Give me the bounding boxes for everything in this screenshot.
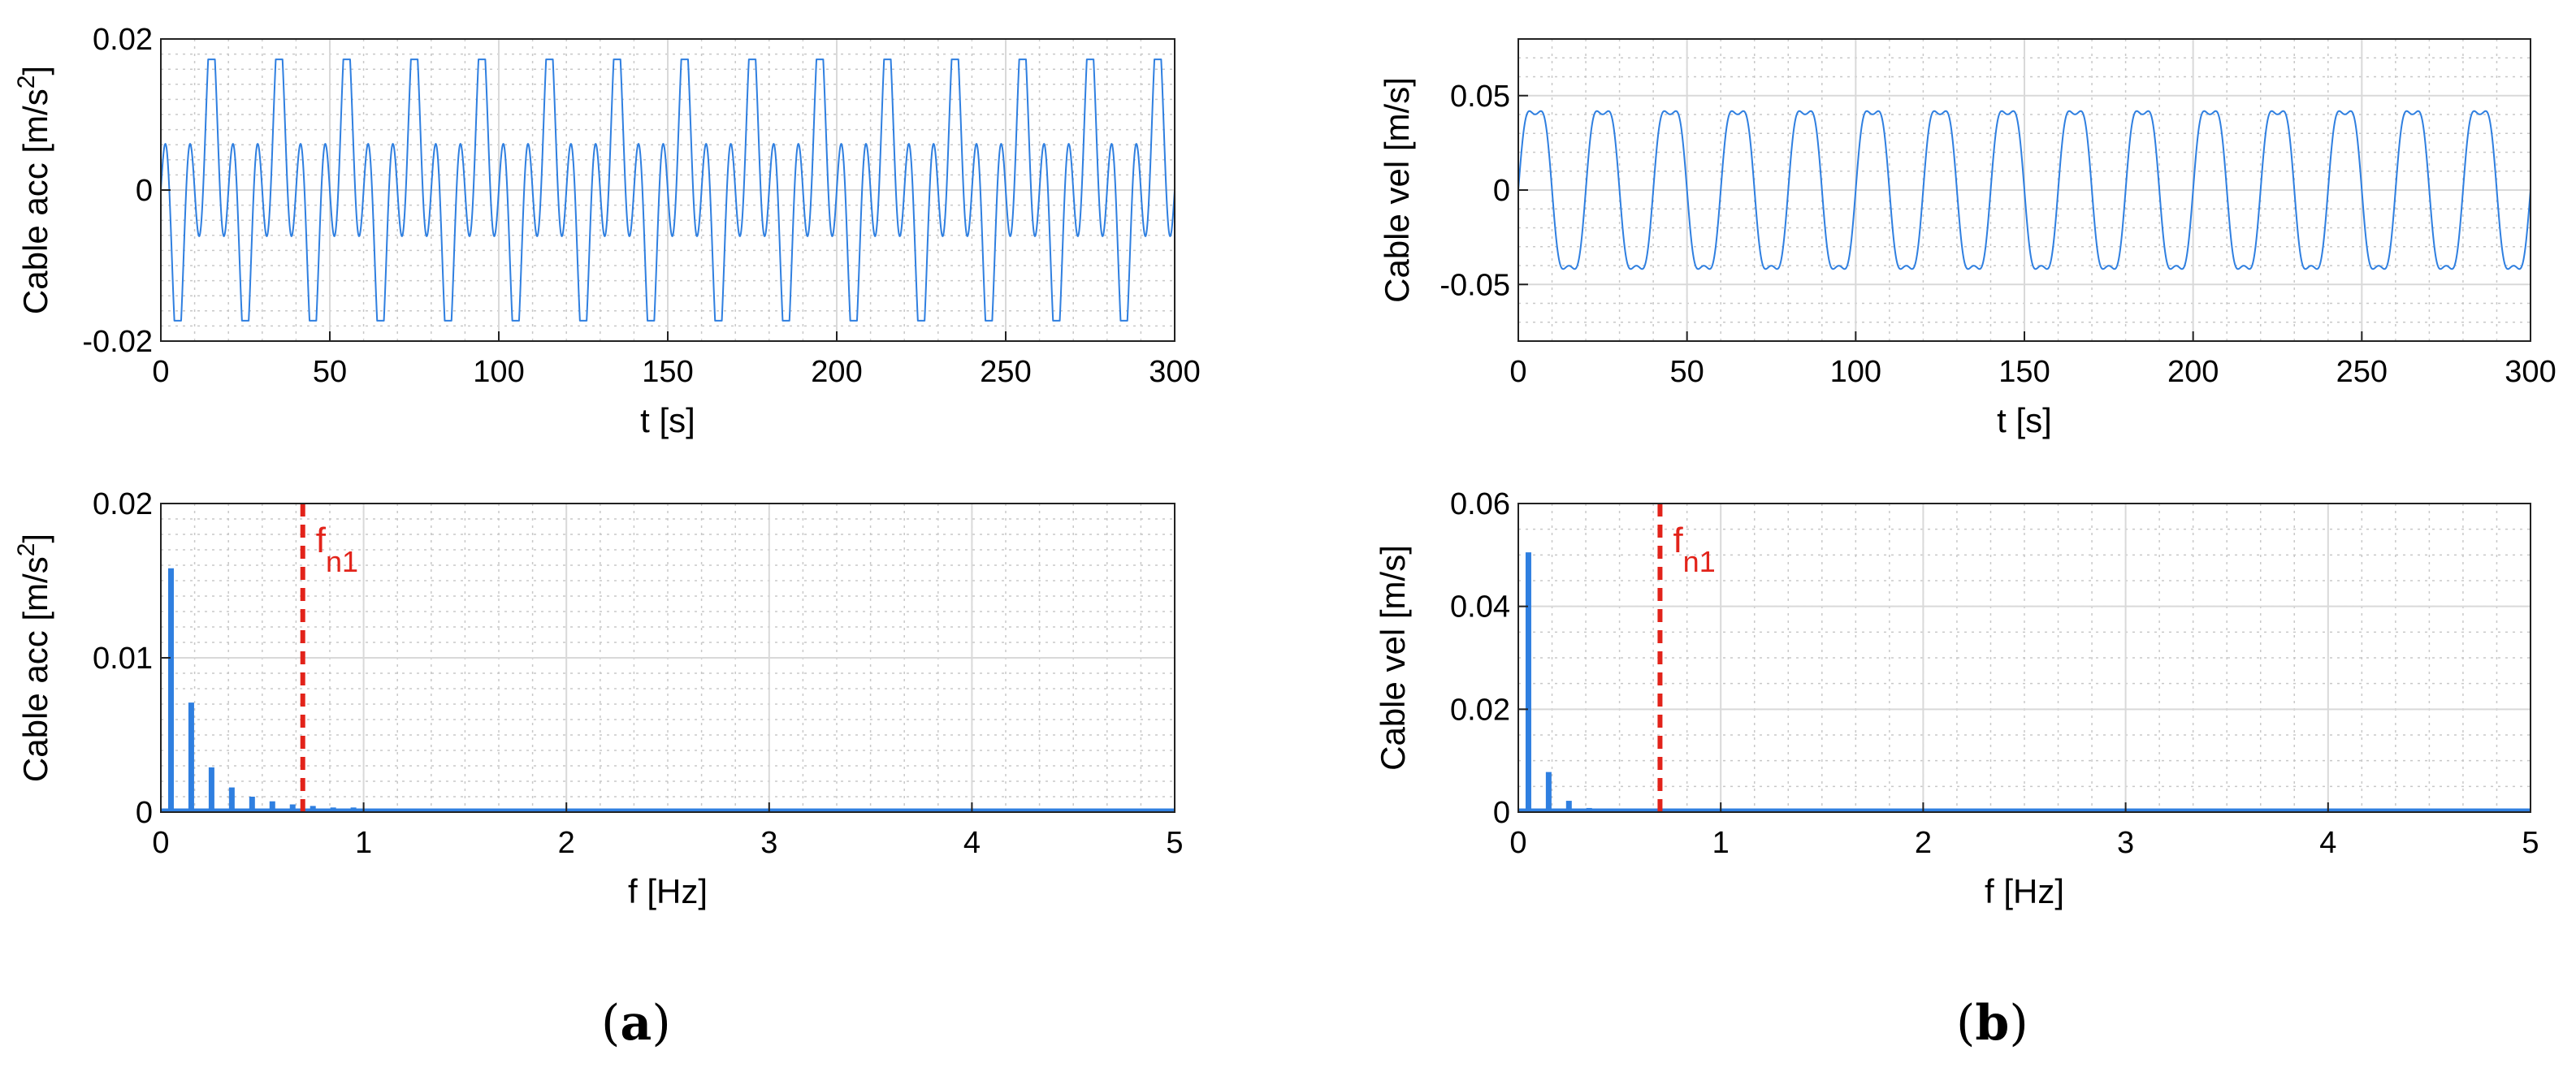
x-tick-label: 0 [1509, 355, 1526, 389]
series-a-top [160, 58, 1175, 322]
y-tick-label: 0.02 [93, 23, 153, 57]
natural-frequency-label-sub: n1 [1683, 545, 1716, 578]
x-tick-label: 300 [1149, 355, 1200, 389]
y-axis-label: Cable acc [m/s2] [13, 534, 54, 782]
natural-frequency-label: fn1 [1673, 521, 1715, 578]
y-tick-label: 0 [136, 174, 153, 208]
x-tick-label: 5 [1166, 826, 1183, 860]
x-tick-label: 50 [1670, 355, 1704, 389]
natural-frequency-label-sub: n1 [326, 545, 358, 578]
x-tick-label: 300 [2505, 355, 2556, 389]
x-tick-label: 5 [2522, 826, 2539, 860]
x-tick-label: 2 [558, 826, 575, 860]
y-axis-label-end: ] [16, 66, 54, 76]
x-tick-label: 4 [963, 826, 981, 860]
y-axis-label-main: Cable acc [m/s [16, 89, 54, 314]
y-axis-label-end: ] [16, 534, 54, 543]
x-tick-label: 2 [1915, 826, 1932, 860]
panel-label-b-open: ( [1956, 995, 1976, 1052]
y-axis-label: Cable acc [m/s2] [13, 66, 54, 314]
y-tick-label: 0.02 [93, 487, 153, 521]
x-axis-label: f [Hz] [628, 872, 708, 910]
panel-label-b-letter: b [1975, 995, 2010, 1052]
y-axis-label-main: Cable acc [m/s [16, 556, 54, 782]
x-tick-label: 0 [152, 355, 169, 389]
natural-frequency-label: fn1 [316, 521, 358, 578]
y-axis-label-sup: 2 [13, 543, 40, 557]
x-axis-label: t [s] [1997, 401, 2052, 439]
ticks-a-bottom: 0 1 2 3 4 5 0 0.01 0.02 [93, 487, 1184, 860]
chart-b-bottom: fn1 0 1 2 3 4 5 0 0.02 0.04 0.06 f [Hz] Cable vel [m… [1374, 487, 2539, 910]
natural-frequency-label-main: f [316, 521, 327, 560]
y-tick-label: -0.02 [82, 325, 153, 359]
x-tick-label: 50 [313, 355, 347, 389]
series-line [1517, 110, 2531, 270]
x-tick-label: 1 [355, 826, 372, 860]
grid-a-bottom [160, 503, 1175, 813]
axes-frame [1517, 503, 2531, 813]
x-tick-label: 0 [1509, 826, 1526, 860]
y-axis-label: Cable vel [m/s] [1374, 545, 1412, 771]
x-tick-label: 3 [760, 826, 777, 860]
ticks-b-top: 0 50 100 150 200 250 300 -0.05 0 0.05 [1440, 80, 2556, 389]
x-tick-label: 250 [980, 355, 1031, 389]
y-axis-label-main: Cable vel [m/s] [1378, 77, 1416, 303]
x-tick-label: 150 [1998, 355, 2050, 389]
y-tick-label: 0.02 [1450, 693, 1510, 727]
y-tick-label: 0.05 [1450, 80, 1510, 114]
y-axis-label-main: Cable vel [m/s] [1374, 545, 1412, 771]
x-axis-label: t [s] [640, 401, 695, 439]
chart-b-top: 0 50 100 150 200 250 300 -0.05 0 0.05 t [s] Cable v… [1378, 38, 2557, 439]
y-tick-label: -0.05 [1440, 268, 1510, 302]
ticks-b-bottom: 0 1 2 3 4 5 0 0.02 0.04 0.06 [1450, 487, 2539, 860]
series-b-top [1517, 110, 2531, 270]
x-tick-label: 4 [2319, 826, 2336, 860]
x-tick-label: 250 [2336, 355, 2388, 389]
panel-label-a-open: ( [601, 995, 621, 1052]
x-tick-label: 100 [473, 355, 524, 389]
natural-frequency-label-main: f [1673, 521, 1683, 560]
series-a-bottom: fn1 [161, 504, 1175, 813]
y-tick-label: 0.06 [1450, 487, 1510, 521]
x-tick-label: 200 [811, 355, 862, 389]
panel-label-b-close: ) [2009, 995, 2028, 1052]
series-b-bottom: fn1 [1518, 504, 2531, 813]
panel-label-a: (a) [601, 995, 671, 1052]
y-tick-label: 0 [136, 796, 153, 830]
panel-label-b: (b) [1956, 995, 2028, 1052]
y-tick-label: 0 [1493, 796, 1510, 830]
series-line [160, 58, 1175, 322]
x-tick-label: 0 [152, 826, 169, 860]
x-tick-label: 150 [642, 355, 693, 389]
panel-label-a-letter: a [620, 995, 652, 1052]
x-tick-label: 200 [2167, 355, 2219, 389]
grid-b-bottom [1517, 503, 2531, 813]
y-axis-label-sup: 2 [13, 76, 40, 89]
y-tick-label: 0.01 [93, 642, 153, 676]
y-axis-label: Cable vel [m/s] [1378, 77, 1416, 303]
y-tick-label: 0 [1493, 174, 1510, 208]
y-tick-label: 0.04 [1450, 590, 1510, 625]
x-tick-label: 1 [1712, 826, 1730, 860]
panel-label-a-close: ) [652, 995, 671, 1052]
x-tick-label: 100 [1830, 355, 1881, 389]
x-axis-label: f [Hz] [1985, 872, 2064, 910]
x-tick-label: 3 [2117, 826, 2134, 860]
